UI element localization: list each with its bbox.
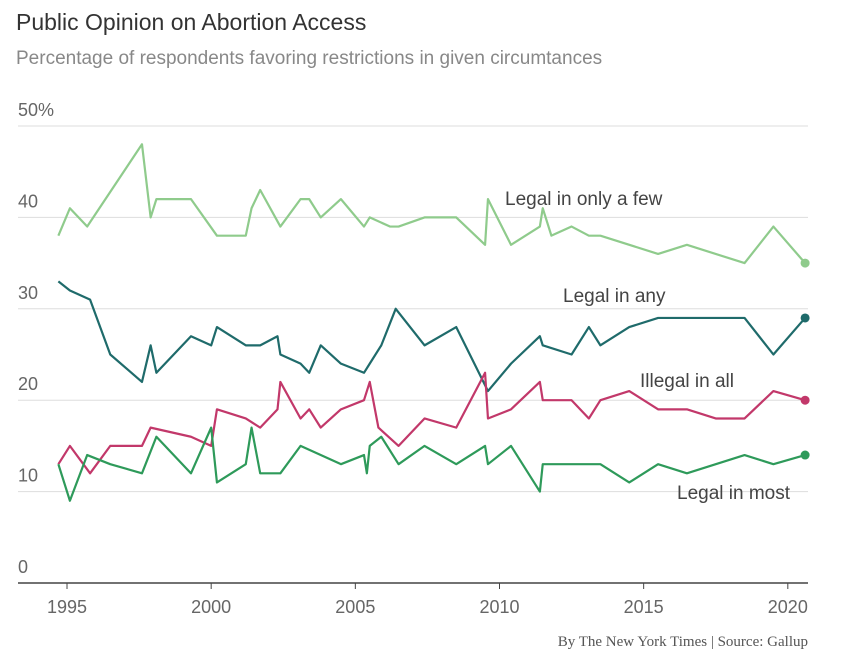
y-tick-label: 40 bbox=[18, 191, 38, 211]
series-line bbox=[57, 280, 806, 393]
end-dot bbox=[800, 258, 810, 268]
series-label: Legal in any bbox=[563, 286, 666, 307]
x-tick-label: 2020 bbox=[768, 597, 808, 617]
series-label: Legal in most bbox=[677, 483, 791, 504]
y-tick-label: 50% bbox=[18, 100, 54, 120]
series-line bbox=[57, 143, 806, 265]
series-line bbox=[57, 371, 806, 475]
x-tick-label: 2005 bbox=[335, 597, 375, 617]
series-label: Illegal in all bbox=[640, 371, 734, 392]
end-dot bbox=[800, 395, 810, 405]
y-tick-label: 10 bbox=[18, 466, 38, 486]
end-dot bbox=[800, 313, 810, 323]
x-tick-label: 2000 bbox=[191, 597, 231, 617]
x-tick-label: 1995 bbox=[47, 597, 87, 617]
x-tick-label: 2010 bbox=[479, 597, 519, 617]
y-tick-label: 0 bbox=[18, 557, 28, 577]
y-tick-label: 30 bbox=[18, 283, 38, 303]
chart-subtitle: Percentage of respondents favoring restr… bbox=[16, 48, 602, 69]
x-tick-label: 2015 bbox=[624, 597, 664, 617]
end-dot bbox=[800, 450, 810, 460]
series-label: Legal in only a few bbox=[505, 189, 663, 210]
y-tick-label: 20 bbox=[18, 374, 38, 394]
source-note: By The New York Times | Source: Gallup bbox=[558, 634, 808, 650]
series-line bbox=[57, 426, 806, 502]
chart-title: Public Opinion on Abortion Access bbox=[16, 9, 366, 35]
